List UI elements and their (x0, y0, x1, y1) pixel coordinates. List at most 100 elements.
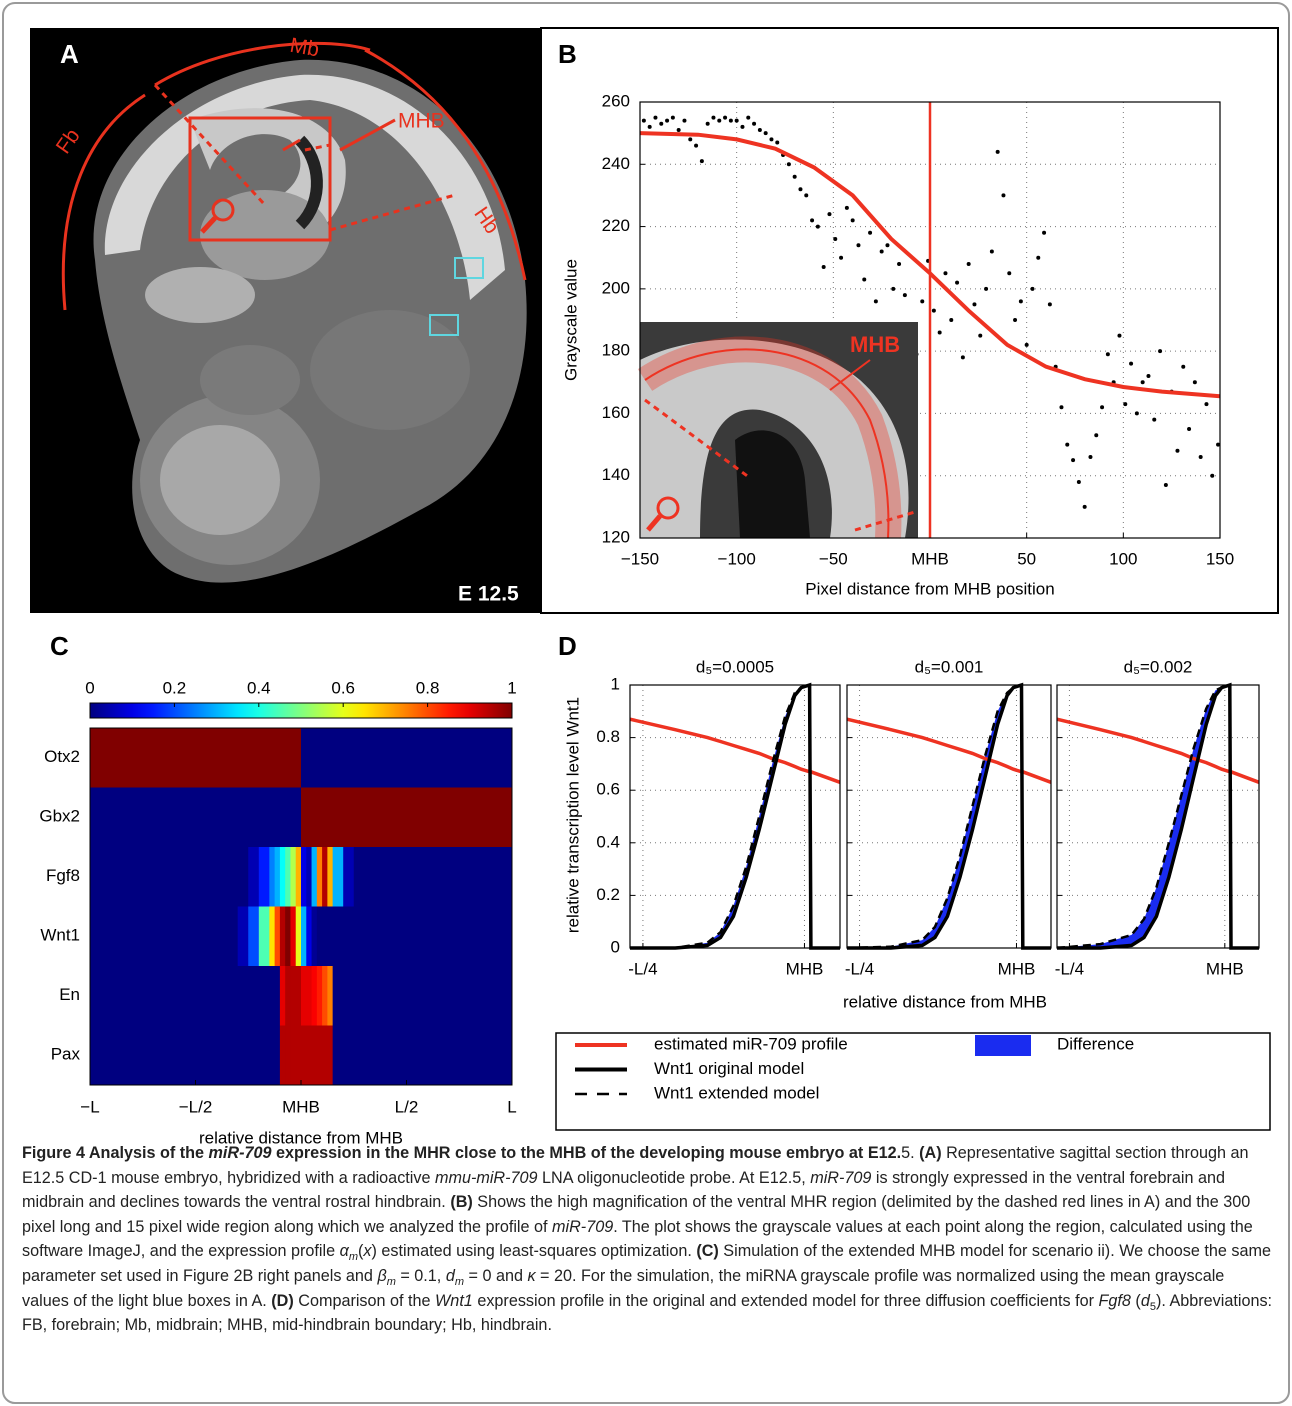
heat-cell (343, 728, 355, 788)
heat-cell (195, 787, 239, 848)
data-point (1001, 193, 1006, 198)
y-tick-label: 260 (602, 91, 630, 110)
colorbar-tick-label: 0.2 (163, 678, 187, 697)
colorbar-tick-label: 0.4 (247, 678, 271, 697)
caption-run: = 0 and (464, 1266, 528, 1285)
y-tick-label: 220 (602, 216, 630, 235)
caption-run: expression profile in the original and e… (472, 1291, 1099, 1310)
heat-cell (285, 728, 291, 788)
heat-cell (322, 1025, 328, 1086)
heat-cell (406, 1025, 513, 1086)
heat-cell (295, 906, 302, 967)
region-label: MHB (398, 110, 445, 133)
series-line (630, 683, 840, 950)
heat-cell (274, 1025, 281, 1086)
data-point (1030, 286, 1035, 291)
legend-box (555, 1032, 1271, 1131)
heat-cell (237, 787, 249, 848)
legend-label: Difference (1057, 1034, 1134, 1053)
data-point (1123, 402, 1128, 407)
heat-cell (332, 966, 344, 1026)
region-label: Mb (288, 34, 321, 62)
data-point (1076, 479, 1081, 484)
row-label: Fgf8 (46, 866, 80, 885)
caption-run: (D) (271, 1291, 294, 1310)
legend-label: Wnt1 extended model (654, 1083, 819, 1102)
x-axis-label: relative distance from MHB (199, 1128, 403, 1147)
heat-cell (306, 787, 313, 848)
difference-area (1057, 685, 1259, 948)
x-tick-label: −L/2 (179, 1097, 213, 1116)
data-point (1146, 374, 1151, 379)
caption-run: α (339, 1242, 349, 1261)
heat-cell (285, 787, 291, 848)
data-point (1134, 411, 1139, 416)
inset-band-line (644, 348, 890, 539)
data-point (665, 118, 670, 123)
x-tick-label: MHB (1206, 959, 1244, 978)
colorbar-tick-label: 0 (85, 678, 94, 697)
caption-run: Representative sagittal section through … (22, 1144, 1249, 1187)
data-point (723, 115, 728, 120)
data-point (1129, 361, 1134, 366)
data-point (1216, 442, 1221, 447)
data-point (1117, 333, 1122, 338)
heat-cell (269, 787, 276, 848)
caption: Figure 4 Analysis of the miR-709 express… (22, 1141, 1274, 1338)
data-point (786, 162, 791, 167)
heat-cell (364, 847, 407, 907)
caption-run: m (454, 1276, 464, 1289)
caption-run: ). Abbreviations: FB, forebrain; Mb, mid… (22, 1291, 1273, 1335)
heat-cell (332, 906, 344, 967)
heat-cell (311, 847, 318, 907)
caption-run: Shows the high magnification of the vent… (22, 1193, 1251, 1236)
panel-b-frame (540, 27, 1279, 614)
heat-cell (322, 847, 328, 907)
heat-cell (248, 728, 260, 788)
x-axis-label: Pixel distance from MHB position (805, 579, 1054, 598)
heat-cell (248, 1025, 260, 1086)
data-point (949, 318, 954, 322)
data-point (1105, 352, 1110, 357)
y-axis-label: Grayscale value (561, 259, 580, 381)
heat-cell (290, 728, 297, 788)
heat-cell (327, 847, 334, 907)
heat-cell (406, 966, 513, 1026)
inset-tissue (640, 339, 909, 538)
caption-run: (B) (450, 1193, 473, 1212)
heat-cell (311, 906, 318, 967)
heat-cell (279, 787, 286, 848)
heat-cell (406, 906, 513, 967)
heat-cell (290, 966, 297, 1026)
heat-cell (290, 787, 297, 848)
caption-run: miR-709 (810, 1168, 872, 1187)
heat-cell (248, 847, 260, 907)
data-point (1007, 271, 1012, 276)
caption-run: (A) (919, 1144, 942, 1162)
inset-dark (735, 430, 810, 538)
caption-run: ) estimated using least-squares optimiza… (371, 1242, 697, 1261)
caption-run: mmu-miR-709 (434, 1168, 538, 1187)
heat-cell (295, 787, 302, 848)
data-point (972, 302, 977, 307)
heat-cell (195, 847, 239, 907)
colorbar (89, 702, 513, 719)
data-point (763, 131, 768, 136)
heat-cell (248, 787, 260, 848)
data-point (1187, 427, 1192, 431)
y-tick-label: 0.2 (596, 885, 620, 904)
heat-cell (195, 966, 239, 1026)
x-tick-label: L (507, 1097, 516, 1116)
data-point (1175, 448, 1180, 453)
data-point (769, 137, 774, 142)
y-tick-label: 140 (602, 465, 630, 484)
data-point (821, 265, 826, 270)
data-point (1042, 230, 1047, 235)
heat-cell (322, 787, 328, 848)
row-label: En (59, 985, 80, 1004)
heat-cell (237, 847, 249, 907)
data-point (937, 330, 942, 335)
data-point (1047, 302, 1052, 307)
panel-letter: C (50, 631, 69, 661)
